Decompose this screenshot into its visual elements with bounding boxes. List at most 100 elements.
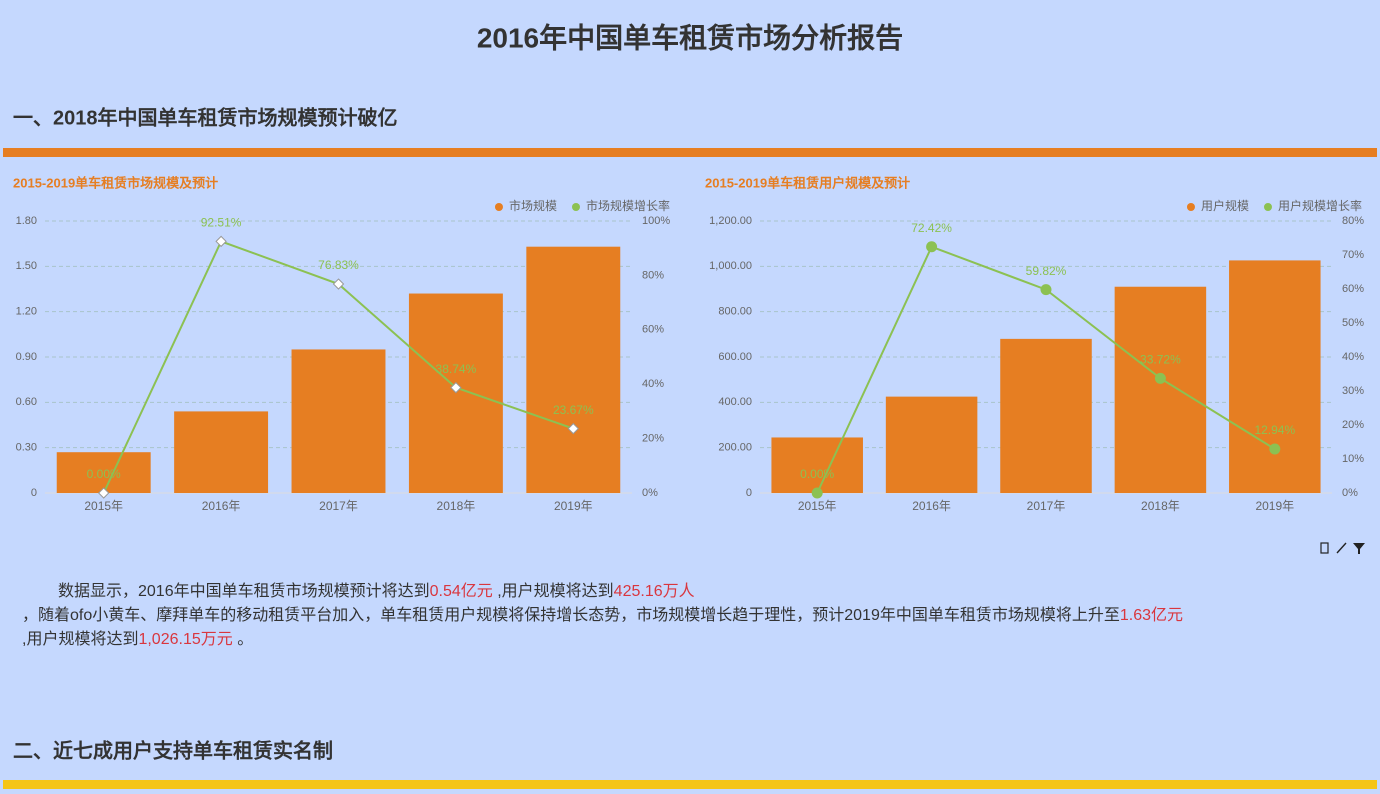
chart-title: 2015-2019单车租赁用户规模及预计 xyxy=(705,175,910,190)
x-tick-label: 2018年 xyxy=(437,499,476,513)
section-bar xyxy=(3,148,1377,157)
x-tick-label: 2016年 xyxy=(912,499,951,513)
y-tick-label: 400.00 xyxy=(718,396,752,408)
bar xyxy=(771,437,863,493)
text-segment: 1,026.15万元 xyxy=(138,631,232,648)
data-label: 12.94% xyxy=(1254,423,1295,437)
y2-tick-label: 100% xyxy=(642,215,670,227)
filter-icon[interactable] xyxy=(1353,543,1365,554)
x-tick-label: 2017年 xyxy=(319,499,358,513)
zoom-icon[interactable] xyxy=(1336,542,1347,554)
data-label: 76.83% xyxy=(318,258,359,272)
point xyxy=(332,278,345,290)
y-tick-label: 0 xyxy=(31,487,37,499)
y2-tick-label: 30% xyxy=(1342,385,1364,397)
section-title: 一、2018年中国单车租赁市场规模预计破亿 xyxy=(13,105,398,129)
section-bar xyxy=(3,780,1377,789)
data-label: 0.00% xyxy=(87,467,121,481)
legend-marker xyxy=(1263,203,1272,211)
bar xyxy=(1229,260,1321,493)
y2-tick-label: 60% xyxy=(1342,283,1364,295)
paragraph-line: 数据显示，2016年中国单车租赁市场规模预计将达到0.54亿元 ,用户规模将达到… xyxy=(58,582,695,600)
y-tick-label: 200.00 xyxy=(718,442,752,454)
x-tick-label: 2017年 xyxy=(1027,499,1066,513)
text-segment: ，随着ofo小黄车、摩拜单车的移动租赁平台加入，单车租赁用户规模将保持增长态势，… xyxy=(22,606,1120,624)
y2-tick-label: 40% xyxy=(642,378,664,390)
point xyxy=(811,487,823,499)
y2-tick-label: 50% xyxy=(1342,317,1364,329)
y2-tick-label: 70% xyxy=(1342,249,1364,261)
y2-tick-label: 20% xyxy=(642,433,664,445)
x-tick-label: 2019年 xyxy=(554,499,593,513)
bar xyxy=(56,452,151,493)
y2-tick-label: 60% xyxy=(642,324,664,336)
y-tick-label: 600.00 xyxy=(718,351,752,363)
legend-label: 用户规模增长率 xyxy=(1278,198,1362,213)
y2-tick-label: 80% xyxy=(1342,215,1364,227)
data-label: 59.82% xyxy=(1026,264,1067,278)
data-label: 0.00% xyxy=(800,467,834,481)
point xyxy=(926,241,938,253)
data-label: 33.72% xyxy=(1140,353,1181,367)
bar xyxy=(526,246,621,493)
y2-tick-label: 20% xyxy=(1342,419,1364,431)
y2-tick-label: 80% xyxy=(642,269,664,281)
paragraph-line: ，随着ofo小黄车、摩拜单车的移动租赁平台加入，单车租赁用户规模将保持增长态势，… xyxy=(22,606,1183,624)
x-tick-label: 2015年 xyxy=(798,499,837,513)
y2-tick-label: 10% xyxy=(1342,453,1364,465)
x-tick-label: 2019年 xyxy=(1255,499,1294,513)
chart-title: 2015-2019单车租赁市场规模及预计 xyxy=(13,175,218,190)
page-title: 2016年中国单车租赁市场分析报告 xyxy=(477,21,903,53)
text-segment: ,用户规模将达到 xyxy=(22,630,138,648)
text-segment: 数据显示，2016年中国单车租赁市场规模预计将达到 xyxy=(58,582,430,600)
legend-label: 市场规模 xyxy=(509,198,557,213)
text-segment: ,用户规模将达到 xyxy=(493,582,614,600)
legend-label: 用户规模 xyxy=(1201,198,1249,213)
point xyxy=(1269,443,1281,455)
legend-marker xyxy=(571,203,580,211)
y-tick-label: 0.30 xyxy=(16,442,37,454)
text-segment: 0.54亿元 xyxy=(430,582,493,600)
bar xyxy=(885,396,978,493)
text-segment: 425.16万人 xyxy=(614,582,695,600)
y-tick-label: 0 xyxy=(746,487,752,499)
y2-tick-label: 0% xyxy=(1342,487,1358,499)
data-view-icon[interactable] xyxy=(1320,542,1329,554)
y2-tick-label: 0% xyxy=(642,487,658,499)
point xyxy=(215,235,227,248)
y-tick-label: 1.80 xyxy=(16,215,37,227)
bar xyxy=(1000,338,1092,493)
y-tick-label: 800.00 xyxy=(718,306,752,318)
point xyxy=(1040,284,1052,296)
legend-label: 市场规模增长率 xyxy=(586,198,670,213)
bar xyxy=(174,411,269,493)
paragraph-line: ,用户规模将达到1,026.15万元 。 xyxy=(22,630,253,648)
y-tick-label: 1.20 xyxy=(16,306,37,318)
x-tick-label: 2018年 xyxy=(1141,499,1180,513)
toolbar[interactable] xyxy=(1320,542,1365,554)
data-label: 72.42% xyxy=(911,221,952,235)
data-label: 23.67% xyxy=(553,403,594,417)
point xyxy=(567,422,580,435)
data-label: 92.51% xyxy=(201,216,242,230)
x-tick-label: 2015年 xyxy=(84,499,123,513)
bar xyxy=(291,349,386,493)
text-segment: 1.63亿元 xyxy=(1120,606,1183,624)
x-tick-label: 2016年 xyxy=(202,499,241,513)
y-tick-label: 1,000.00 xyxy=(709,260,752,272)
text-segment: 。 xyxy=(233,631,253,648)
legend-marker xyxy=(1186,203,1195,211)
y-tick-label: 1,200.00 xyxy=(709,215,752,227)
y-tick-label: 0.60 xyxy=(16,396,37,408)
legend-marker xyxy=(494,203,503,211)
section-title: 二、近七成用户支持单车租赁实名制 xyxy=(13,738,333,762)
point xyxy=(450,381,462,394)
y-tick-label: 0.90 xyxy=(16,351,37,363)
point xyxy=(97,487,110,499)
bar xyxy=(1114,286,1207,493)
y-tick-label: 1.50 xyxy=(16,260,37,272)
data-label: 38.74% xyxy=(436,362,477,376)
y2-tick-label: 40% xyxy=(1342,351,1364,363)
